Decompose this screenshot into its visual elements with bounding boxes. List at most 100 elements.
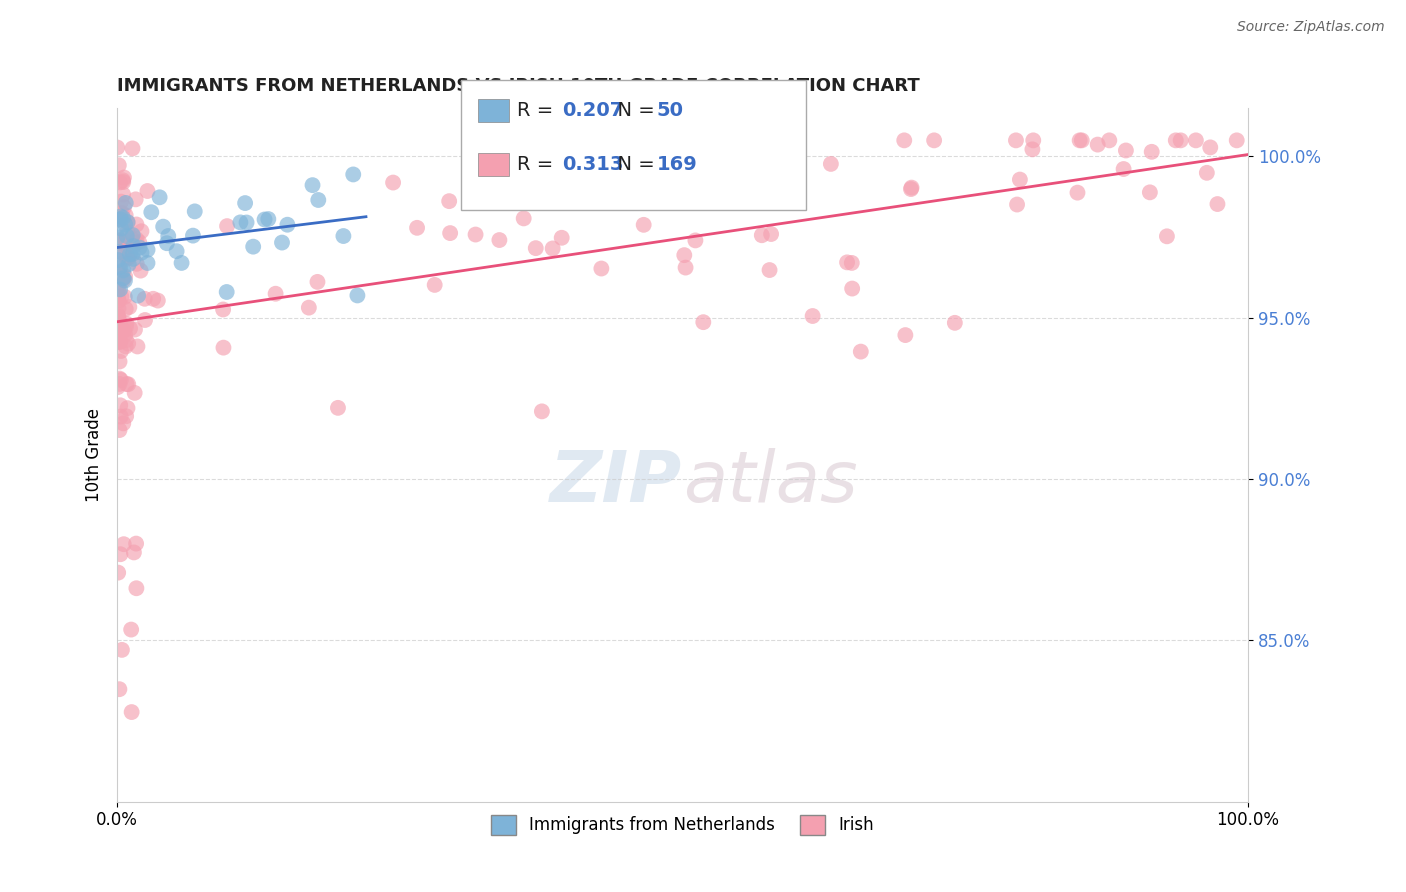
Point [675,260,697,275]
Point [134,313,156,327]
Point [1069,133,1091,147]
Point [943,316,966,330]
Point [1115,144,1137,158]
Point [382,176,405,190]
Point [110,334,132,349]
Point [184,204,207,219]
Y-axis label: 10th Grade: 10th Grade [86,408,103,502]
Point [146,293,169,308]
Point [271,235,294,250]
Point [1087,137,1109,152]
Point [748,133,770,147]
Point [115,334,138,348]
Point [922,133,945,147]
Point [121,228,143,243]
Point [110,210,132,224]
Point [264,286,287,301]
Point [112,211,135,225]
Point [166,244,188,259]
Point [591,261,613,276]
Point [156,236,179,251]
Point [1156,229,1178,244]
Point [125,581,148,595]
Legend: Immigrants from Netherlands, Irish: Immigrants from Netherlands, Irish [484,808,880,842]
Point [801,309,824,323]
Point [112,200,135,214]
Point [136,184,159,198]
Point [673,248,696,262]
Point [758,263,780,277]
Point [157,229,180,244]
Point [524,241,547,255]
Point [233,196,256,211]
Point [121,247,143,261]
Point [301,178,323,193]
Point [217,219,239,233]
Point [108,334,131,349]
Point [128,241,150,255]
Point [107,213,129,227]
Point [108,211,131,226]
Point [1195,166,1218,180]
Point [111,273,134,287]
Point [107,230,129,244]
Point [112,271,135,285]
Point [122,252,145,266]
Point [242,240,264,254]
Point [115,225,138,239]
Point [107,253,129,268]
Point [108,233,131,247]
Point [115,229,138,244]
Point [107,310,129,324]
Text: 50: 50 [657,101,683,120]
Point [108,315,131,329]
Point [1005,133,1028,147]
Point [342,168,364,182]
Point [1199,140,1222,154]
Point [114,290,136,304]
Point [107,566,129,580]
Point [107,301,129,316]
Point [110,343,132,358]
Text: Source: ZipAtlas.com: Source: ZipAtlas.com [1237,21,1385,34]
Point [112,175,135,189]
Point [326,401,349,415]
Point [685,234,707,248]
Point [112,324,135,338]
Text: atlas: atlas [682,448,858,517]
Point [121,231,143,245]
Point [735,133,758,147]
Point [464,227,486,242]
Point [307,193,329,207]
Point [751,228,773,243]
Point [114,301,136,316]
Point [131,245,153,260]
Point [110,266,132,280]
Point [112,323,135,337]
Point [134,292,156,306]
Point [117,377,139,392]
Point [117,336,139,351]
Point [114,327,136,342]
Point [111,643,134,657]
Point [332,229,354,244]
Point [108,175,131,189]
Point [215,285,238,299]
Point [112,263,135,277]
Point [118,247,141,261]
Point [108,260,131,275]
Point [841,282,863,296]
Point [108,235,131,250]
Point [108,371,131,385]
Point [1098,133,1121,147]
Point [118,250,141,264]
Point [900,180,922,194]
Point [212,341,235,355]
Point [136,256,159,270]
Point [692,315,714,329]
Point [541,242,564,256]
Point [108,257,131,271]
Point [125,257,148,271]
Point [307,275,329,289]
Point [124,385,146,400]
